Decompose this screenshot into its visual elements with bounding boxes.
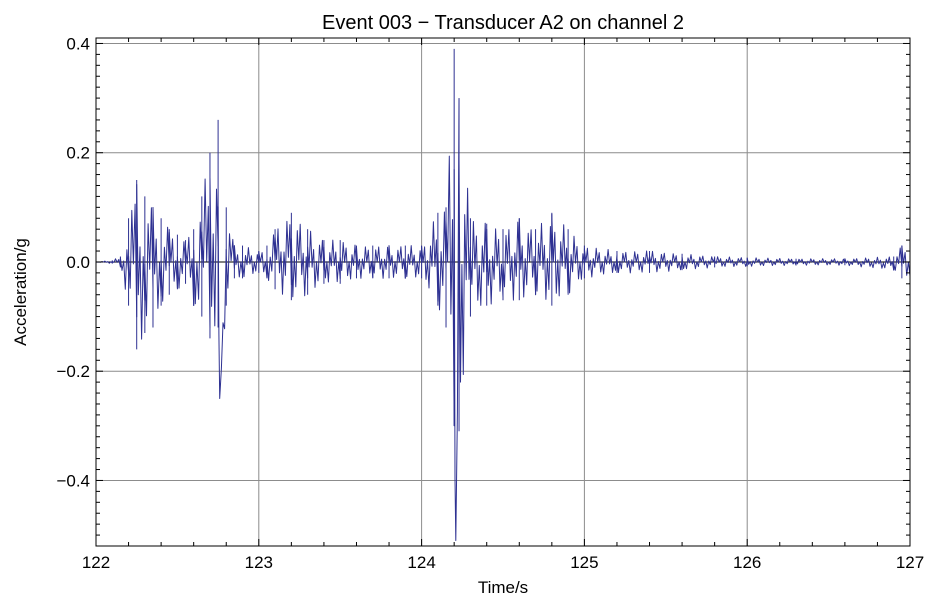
x-tick-label: 126 bbox=[733, 553, 761, 572]
chart-title: Event 003 − Transducer A2 on channel 2 bbox=[322, 12, 684, 34]
series-line bbox=[95, 98, 911, 541]
plot-frame bbox=[95, 37, 911, 547]
y-tick-label: 0.0 bbox=[66, 253, 90, 272]
x-axis: 122 123 124 125 126 127 bbox=[82, 38, 924, 572]
x-tick-label: 127 bbox=[896, 553, 924, 572]
x-tick-label: 122 bbox=[82, 553, 110, 572]
y-tick-label: −0.2 bbox=[56, 362, 90, 381]
x-tick-label: 125 bbox=[570, 553, 598, 572]
x-tick-label: 124 bbox=[407, 553, 435, 572]
y-axis: −0.4 −0.2 0.0 0.2 0.4 bbox=[56, 34, 910, 547]
y-tick-label: 0.2 bbox=[66, 144, 90, 163]
series-layer bbox=[95, 48, 911, 541]
y-axis-title: Acceleration/g bbox=[11, 238, 30, 346]
x-axis-title: Time/s bbox=[478, 578, 528, 597]
x-tick-label: 123 bbox=[245, 553, 273, 572]
y-tick-label: 0.4 bbox=[66, 34, 90, 53]
y-tick-label: −0.4 bbox=[56, 471, 90, 490]
